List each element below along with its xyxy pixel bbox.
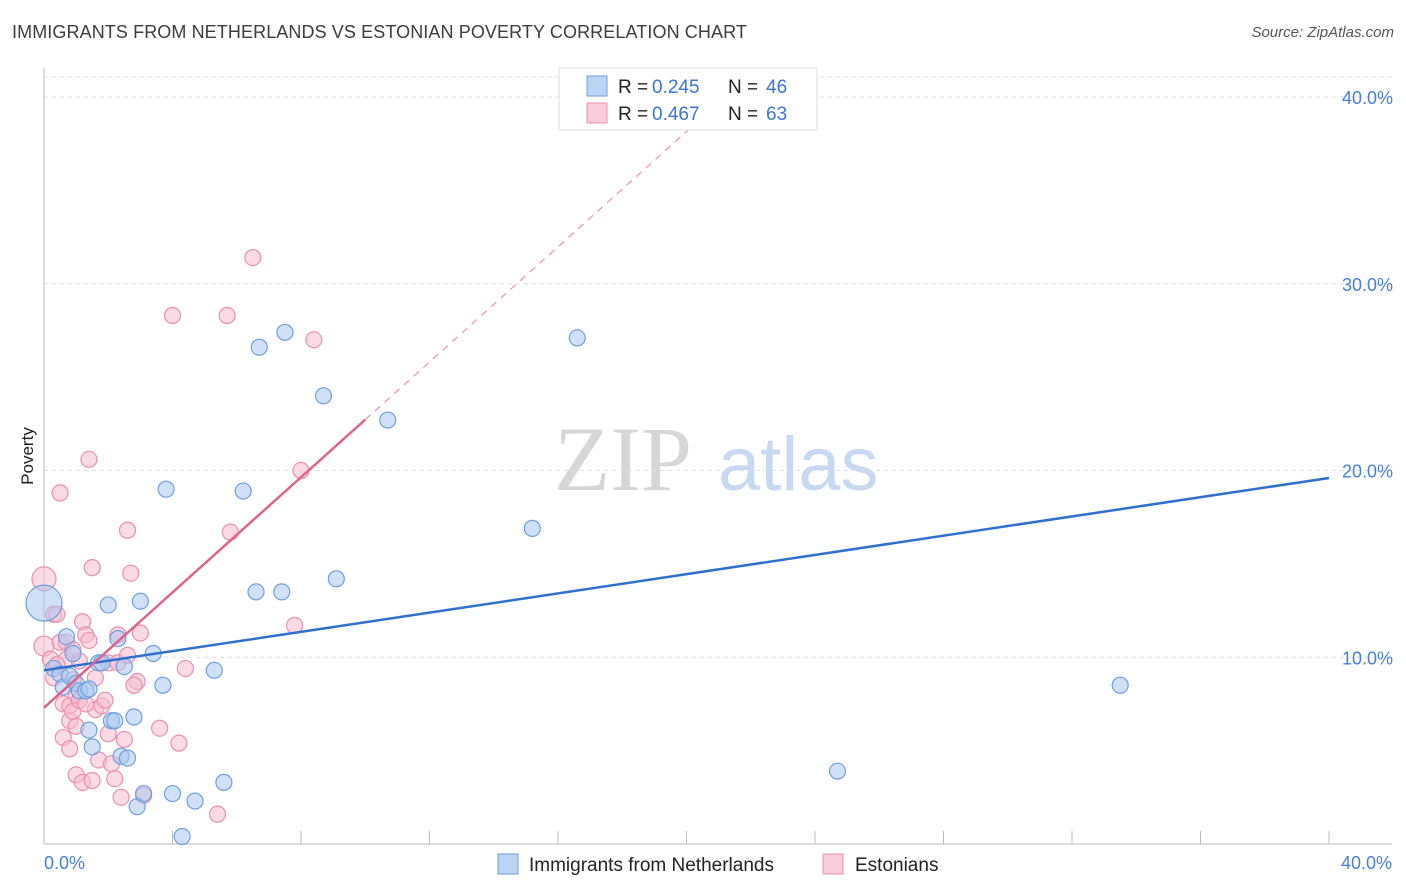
stats-legend: R = 0.245 N = 46 R = 0.467 N = 63: [558, 67, 818, 131]
legend-n-value-pink: 63: [766, 104, 787, 125]
netherlands-point-23: [131, 592, 149, 610]
legend-r-value-blue: 0.245: [652, 77, 700, 98]
estonians-point-46: [131, 624, 149, 642]
y-axis-label: Poverty: [18, 427, 37, 485]
estonians-point-52: [208, 805, 227, 823]
netherlands-point-16: [106, 712, 124, 730]
estonians-point-26: [80, 631, 98, 650]
estonians-point-33: [96, 691, 114, 709]
netherlands-point-36: [273, 583, 291, 601]
y-tick-label-40: 40.0%: [1342, 88, 1393, 108]
trend-lines: [43, 96, 1330, 709]
watermark-atlas: atlas: [718, 422, 879, 507]
netherlands-point-40: [379, 411, 397, 429]
estonians-point-44: [122, 564, 140, 582]
estonians-point-28: [83, 771, 101, 790]
bottom-legend-label-netherlands: Immigrants from Netherlands: [529, 855, 774, 876]
estonians-point-55: [244, 249, 262, 267]
netherlands-point-17: [109, 629, 127, 648]
bottom-legend-label-estonians: Estonians: [855, 855, 938, 876]
series-legend: Immigrants from Netherlands Estonians: [497, 853, 938, 876]
netherlands-trend-line: [43, 476, 1330, 672]
netherlands-point-20: [118, 749, 137, 767]
netherlands-point-27: [157, 480, 175, 498]
estonians-point-50: [170, 734, 188, 752]
netherlands-point-11: [83, 738, 101, 756]
estonians-point-51: [176, 659, 194, 678]
estonians-trend-line: [43, 418, 367, 709]
netherlands-point-24: [134, 784, 153, 803]
estonians-point-25: [80, 450, 98, 468]
bottom-legend-swatch-blue: [497, 853, 519, 875]
legend-swatch-blue: [586, 75, 608, 97]
netherlands-point-30: [186, 792, 204, 810]
y-tick-labels: 10.0% 20.0% 30.0% 40.0%: [1342, 88, 1393, 668]
estonians-point-14: [61, 740, 79, 758]
watermark-zip: ZIP: [554, 408, 692, 510]
netherlands-point-34: [247, 583, 265, 601]
legend-r-label-pink: R =: [618, 104, 648, 125]
estonians-point-27: [83, 559, 101, 577]
netherlands-point-28: [163, 784, 182, 803]
estonians-point-40: [112, 788, 130, 806]
y-tick-label-30: 30.0%: [1342, 275, 1393, 295]
netherlands-point-33: [234, 482, 252, 500]
x-tick-label-max: 40.0%: [1341, 853, 1392, 873]
netherlands-point-21: [125, 708, 143, 726]
netherlands-point-41: [523, 519, 541, 537]
estonians-point-62: [125, 676, 143, 694]
estonians-point-58: [305, 331, 323, 349]
axes: [43, 68, 1392, 845]
netherlands-point-29: [173, 827, 191, 846]
netherlands-point-38: [314, 387, 333, 405]
estonians-point-7: [51, 484, 69, 502]
estonians-point-54: [221, 523, 239, 541]
estonians-point-48: [151, 719, 169, 737]
netherlands-point-39: [327, 570, 345, 588]
legend-swatch-pink: [586, 102, 608, 124]
estonians-point-49: [163, 306, 182, 325]
source-credit: Source: ZipAtlas.com: [1251, 24, 1394, 41]
netherlands-point-37: [276, 323, 294, 341]
netherlands-point-10: [80, 721, 98, 739]
estonians-point-53: [218, 306, 236, 325]
y-tick-label-20: 20.0%: [1342, 462, 1393, 482]
legend-n-label-pink: N =: [728, 104, 758, 125]
netherlands-point-31: [205, 661, 223, 679]
x-tick-marks: [172, 831, 1330, 844]
legend-r-value-pink: 0.467: [652, 104, 700, 125]
netherlands-point-43: [828, 762, 847, 780]
estonians-point-37: [106, 770, 124, 788]
netherlands-point-26: [154, 676, 172, 694]
legend-n-label-blue: N =: [728, 77, 758, 98]
chart-title: IMMIGRANTS FROM NETHERLANDS VS ESTONIAN …: [12, 22, 747, 42]
estonians-point-43: [118, 521, 137, 539]
netherlands-point-14: [99, 596, 117, 614]
netherlands-point-32: [215, 773, 233, 791]
netherlands-point-4: [57, 628, 76, 646]
estonians-trend-extension: [364, 96, 726, 421]
legend-r-label-blue: R =: [618, 77, 648, 98]
netherlands-point-45: [80, 680, 98, 698]
netherlands-points: [25, 323, 1129, 846]
x-tick-label-min: 0.0%: [44, 853, 85, 873]
y-tick-label-10: 10.0%: [1342, 648, 1393, 668]
netherlands-point-44: [1111, 676, 1129, 694]
netherlands-point-6: [64, 644, 82, 663]
netherlands-point-35: [250, 338, 268, 356]
netherlands-point-0: [25, 584, 63, 622]
netherlands-point-19: [115, 657, 133, 676]
bottom-legend-swatch-pink: [822, 853, 844, 875]
estonians-point-41: [115, 730, 133, 749]
legend-n-value-blue: 46: [766, 77, 787, 98]
netherlands-point-42: [568, 329, 586, 347]
